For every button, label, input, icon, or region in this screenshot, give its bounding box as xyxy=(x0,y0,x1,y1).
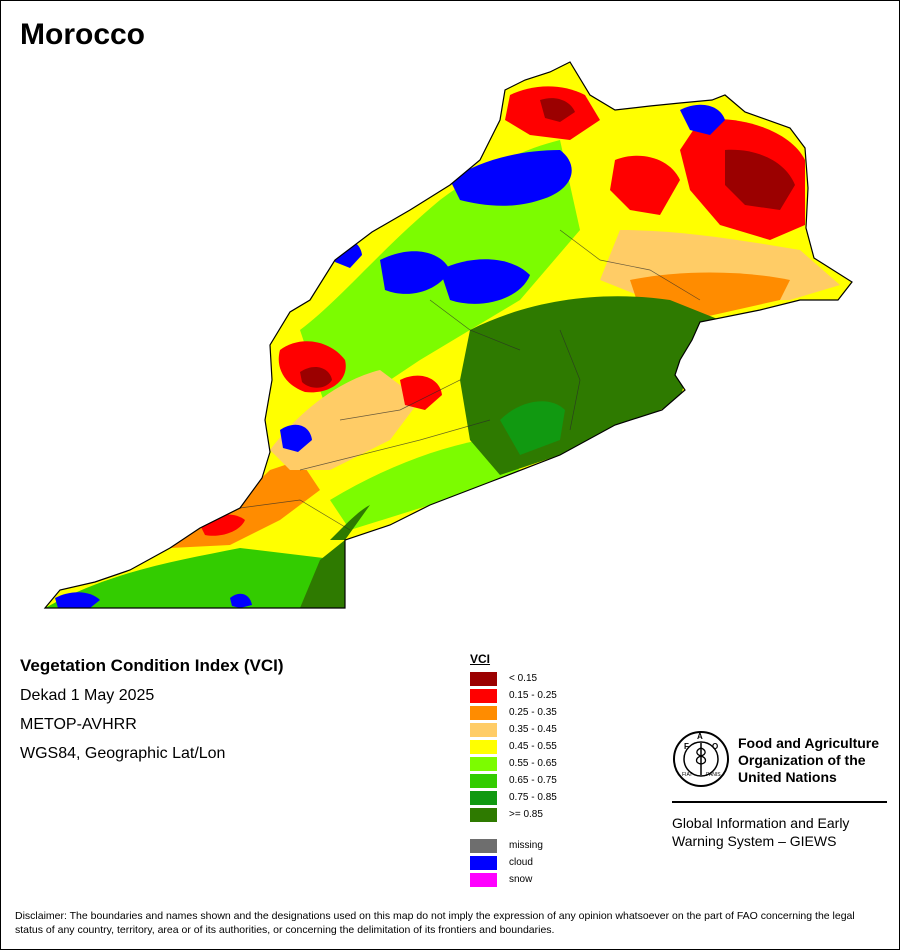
legend-class-label: 0.35 - 0.45 xyxy=(509,724,557,735)
legend-class-row: 0.75 - 0.85 xyxy=(470,789,557,806)
legend-class-row: >= 0.85 xyxy=(470,806,557,823)
legend-other-swatch xyxy=(470,838,497,853)
legend-class-row: 0.15 - 0.25 xyxy=(470,687,557,704)
legend-class-swatch xyxy=(470,790,497,805)
legend-other-swatch xyxy=(470,855,497,870)
org-line-1: Food and Agriculture xyxy=(738,735,880,751)
legend-class-label: 0.25 - 0.35 xyxy=(509,707,557,718)
legend-class-row: 0.25 - 0.35 xyxy=(470,704,557,721)
svg-text:F: F xyxy=(684,742,689,751)
org-line-2: Organization of the xyxy=(738,752,866,768)
giews-line-2: Warning System – GIEWS xyxy=(672,833,837,849)
dekad-date: Dekad 1 May 2025 xyxy=(20,687,155,704)
svg-text:O: O xyxy=(712,742,718,751)
org-line-3: United Nations xyxy=(738,769,837,785)
vci-legend: VCI < 0.15 0.15 - 0.25 0.25 - 0.35 0.35 - 0… xyxy=(470,652,557,888)
legend-class-swatch xyxy=(470,688,497,703)
fao-seal-icon: F A O FIAT PANIS xyxy=(673,731,729,787)
vci-raster xyxy=(45,62,852,608)
index-name: Vegetation Condition Index (VCI) xyxy=(20,656,284,675)
giews-name: Global Information and Early Warning Sys… xyxy=(672,814,887,850)
map-title: Morocco xyxy=(20,18,146,51)
svg-text:FIAT: FIAT xyxy=(682,772,692,778)
legend-class-row: 0.35 - 0.45 xyxy=(470,721,557,738)
legend-title: VCI xyxy=(470,652,491,666)
legend-other-row: missing xyxy=(470,837,557,854)
legend-class-swatch xyxy=(470,671,497,686)
legend-other-swatch xyxy=(470,872,497,887)
legend-class-row: 0.45 - 0.55 xyxy=(470,738,557,755)
legend-other-row: cloud xyxy=(470,854,557,871)
giews-line-1: Global Information and Early xyxy=(672,815,850,831)
country-outline xyxy=(43,61,853,609)
legend-class-label: >= 0.85 xyxy=(509,809,543,820)
legend-other-label: snow xyxy=(509,874,533,885)
legend-class-label: 0.65 - 0.75 xyxy=(509,775,557,786)
fao-org-name: Food and Agriculture Organization of the… xyxy=(738,735,898,786)
legend-class-swatch xyxy=(470,773,497,788)
legend-class-swatch xyxy=(470,722,497,737)
legend-class-label: 0.55 - 0.65 xyxy=(509,758,557,769)
legend-class-row: 0.65 - 0.75 xyxy=(470,772,557,789)
legend-class-label: 0.15 - 0.25 xyxy=(509,690,557,701)
disclaimer-text: Disclaimer: The boundaries and names sho… xyxy=(15,910,855,936)
legend-other-label: missing xyxy=(509,840,543,851)
legend-other-label: cloud xyxy=(509,857,533,868)
legend-class-swatch xyxy=(470,739,497,754)
legend-other-row: snow xyxy=(470,871,557,888)
legend-class-row: 0.55 - 0.65 xyxy=(470,755,557,772)
legend-class-swatch xyxy=(470,756,497,771)
legend-class-swatch xyxy=(470,807,497,822)
map-info: Vegetation Condition Index (VCI) Dekad 1… xyxy=(20,656,284,774)
svg-text:A: A xyxy=(697,732,703,741)
logo-divider xyxy=(672,801,887,803)
sensor-name: METOP-AVHRR xyxy=(20,716,137,733)
svg-text:PANIS: PANIS xyxy=(706,772,721,778)
legend-class-swatch xyxy=(470,705,497,720)
vci-map xyxy=(43,61,853,609)
legend-class-row: < 0.15 xyxy=(470,670,557,687)
legend-class-label: 0.75 - 0.85 xyxy=(509,792,557,803)
projection-info: WGS84, Geographic Lat/Lon xyxy=(20,745,226,762)
legend-class-label: < 0.15 xyxy=(509,673,538,684)
legend-class-label: 0.45 - 0.55 xyxy=(509,741,557,752)
admin-boundaries xyxy=(239,229,701,531)
